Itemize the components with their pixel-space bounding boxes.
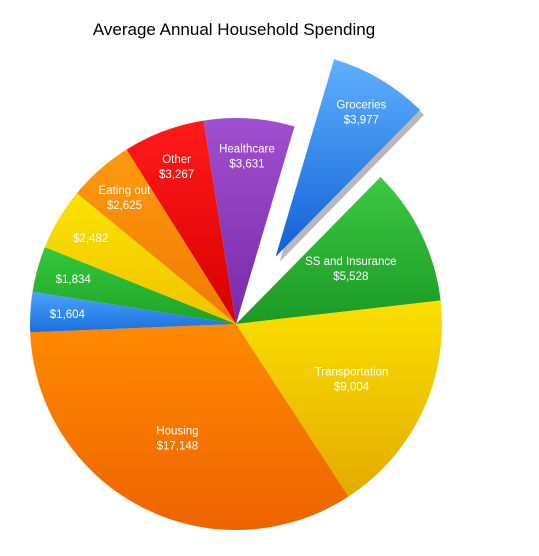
- slice-category-label: Transportation: [315, 366, 389, 378]
- chart-title: Average Annual Household Spending: [92, 20, 376, 39]
- slice-value-label: $3,267: [159, 169, 194, 181]
- slice-label-5: $1,834: [56, 274, 92, 286]
- slice-category-label: Other: [162, 154, 191, 166]
- slice-value-label: $3,631: [229, 158, 264, 170]
- slice-category-label: SS and Insurance: [305, 256, 396, 268]
- pie-slice-3: [30, 324, 349, 530]
- pie-slice-8: [126, 120, 236, 325]
- slice-label-6: $2,482: [73, 233, 108, 245]
- pie-slice-2: [236, 300, 442, 497]
- slice-label-9: Healthcare $3,631: [219, 143, 275, 170]
- pie-slice-9: [203, 118, 295, 325]
- slice-value-label: $17,148: [157, 440, 199, 452]
- slice-value-label: $2,625: [107, 200, 142, 212]
- pie-slice-4: [30, 291, 237, 333]
- pie-slice-5: [32, 247, 236, 324]
- pie-slice-0: [275, 59, 421, 257]
- slice-label-1: SS and Insurance $5,528: [305, 256, 396, 283]
- slice-label-2: Transportation $9,004: [315, 366, 389, 393]
- labels-layer: Groceries $3,977 SS and Insurance $5,528 Tra…: [50, 99, 397, 452]
- pie-slice-1: [236, 177, 441, 324]
- slice-label-0: Groceries $3,977: [336, 99, 386, 126]
- slices-layer: [30, 59, 442, 530]
- slice-category-label: Groceries: [336, 99, 386, 111]
- slice-label-4: $1,604: [50, 309, 86, 321]
- slice-label-7: Eating out $2,625: [99, 185, 152, 212]
- slice-category-label: Healthcare: [219, 143, 275, 155]
- slice-value-label: $3,977: [344, 114, 379, 126]
- slice-category-label: Eating out: [99, 185, 152, 197]
- slice-label-8: Other $3,267: [159, 154, 194, 181]
- slice-value-label: $9,004: [334, 381, 370, 393]
- slice-label-3: Housing $17,148: [156, 425, 198, 452]
- pie-slice-6: [44, 193, 236, 324]
- slice-value-label: $5,528: [333, 271, 368, 283]
- slice-category-label: Housing: [156, 425, 198, 437]
- pie-slice-7: [76, 149, 237, 324]
